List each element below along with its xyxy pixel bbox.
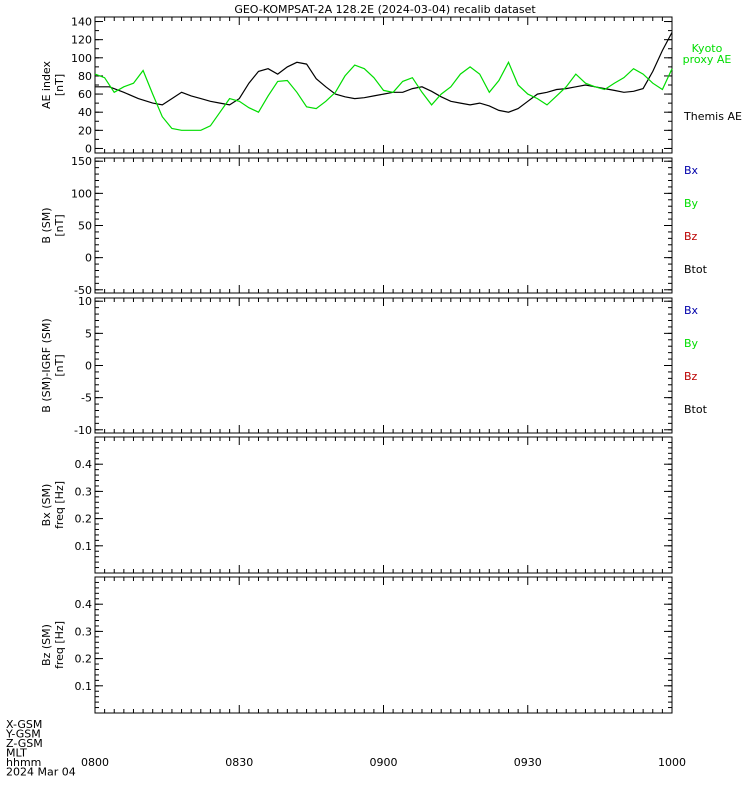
y-tick-label: 100 — [71, 187, 92, 200]
footer-label: 2024 Mar 04 — [6, 766, 76, 779]
y-tick-label: 80 — [78, 70, 92, 83]
y-tick-label: 0 — [85, 360, 92, 373]
y-tick-label: 50 — [78, 220, 92, 233]
x-tick-label: 1000 — [658, 756, 686, 769]
y-tick-label: -5 — [81, 392, 92, 405]
legend-entry: Themis AE — [683, 110, 742, 123]
panel-bx-spectrum: 0.1 0.2 0.3 0.4 Bx (SM) freq [Hz] — [40, 436, 673, 574]
y-tick-label: 0.3 — [75, 485, 93, 498]
y-axis-label: freq [Hz] — [53, 621, 66, 669]
legend-entry: Bz — [684, 370, 698, 383]
panel-ae: 0 20 40 60 80 100 120 140 AE index [nT] Themis AE K… — [40, 16, 742, 156]
panel-frame — [94, 297, 673, 434]
panel-bz-spectrum: 0.1 0.2 0.3 0.4 Bz (SM) freq [Hz] — [40, 576, 673, 714]
y-axis-label: AE index — [40, 60, 53, 109]
x-tick-label: 0900 — [370, 756, 398, 769]
y-axis-label: B (SM)-IGRF (SM) — [40, 318, 53, 412]
legend-entry: Btot — [684, 263, 708, 276]
footer-label: Z-GSM — [6, 737, 43, 750]
panel-b-sm: -50 0 50 100 150 B (SM) [nT] Bx By Bz Btot — [40, 155, 708, 297]
y-tick-label: 100 — [71, 52, 92, 65]
footer-label: X-GSM — [6, 718, 42, 731]
legend-entry: Btot — [684, 403, 708, 416]
legend-entry: By — [684, 197, 699, 210]
legend-entry: Bx — [684, 304, 699, 317]
series-line-themis-ae — [95, 32, 673, 113]
footer-label: hhmm — [6, 756, 41, 769]
legend-entry: By — [684, 337, 699, 350]
y-tick-label: 150 — [71, 155, 92, 168]
y-axis-label: Bz (SM) — [40, 624, 53, 666]
y-axis-label: [nT] — [53, 354, 66, 376]
y-tick-label: 5 — [85, 327, 92, 340]
y-tick-label: 120 — [71, 34, 92, 47]
y-axis-label: [nT] — [53, 214, 66, 236]
y-tick-label: 40 — [78, 106, 92, 119]
y-tick-label: 0 — [85, 252, 92, 265]
y-tick-label: 0.2 — [75, 513, 93, 526]
y-tick-label: 10 — [78, 295, 92, 308]
y-tick-label: 20 — [78, 124, 92, 137]
y-axis-label: [nT] — [53, 74, 66, 96]
y-axis-label: freq [Hz] — [53, 481, 66, 529]
panel-frame — [94, 576, 673, 714]
legend-entry: Kyoto — [692, 42, 723, 55]
y-tick-label: 0.4 — [75, 598, 93, 611]
legend-entry: Bz — [684, 230, 698, 243]
y-tick-label: 0.4 — [75, 458, 93, 471]
y-tick-label: 0 — [85, 142, 92, 155]
panel-frame — [94, 436, 673, 574]
y-axis-label: B (SM) — [40, 207, 53, 243]
panel-frame — [94, 157, 673, 294]
y-tick-label: -50 — [74, 284, 92, 297]
y-tick-label: 0.1 — [75, 540, 93, 553]
y-tick-label: 60 — [78, 88, 92, 101]
footer-label: Y-GSM — [5, 728, 41, 741]
legend-entry: Bx — [684, 164, 699, 177]
x-tick-label: 0800 — [81, 756, 109, 769]
panel-b-sm-igrf: -10 -5 0 5 10 B (SM)-IGRF (SM) [nT] Bx By Bz Btot — [40, 295, 708, 437]
y-tick-label: 140 — [71, 16, 92, 29]
y-tick-label: 0.1 — [75, 680, 93, 693]
y-tick-label: 0.2 — [75, 653, 93, 666]
series-line-kyoto-proxy-ae — [94, 60, 673, 131]
legend-entry: proxy AE — [683, 53, 732, 66]
x-tick-label: 0930 — [514, 756, 542, 769]
footer-label: MLT — [6, 747, 27, 760]
time-axis-labels: 0800 0830 0900 0930 1000 — [81, 756, 686, 769]
figure-title: GEO-KOMPSAT-2A 128.2E (2024-03-04) recal… — [234, 3, 536, 16]
x-tick-label: 0830 — [225, 756, 253, 769]
y-axis-label: Bx (SM) — [40, 484, 53, 527]
y-tick-label: -10 — [74, 424, 92, 437]
y-tick-label: 0.3 — [75, 625, 93, 638]
